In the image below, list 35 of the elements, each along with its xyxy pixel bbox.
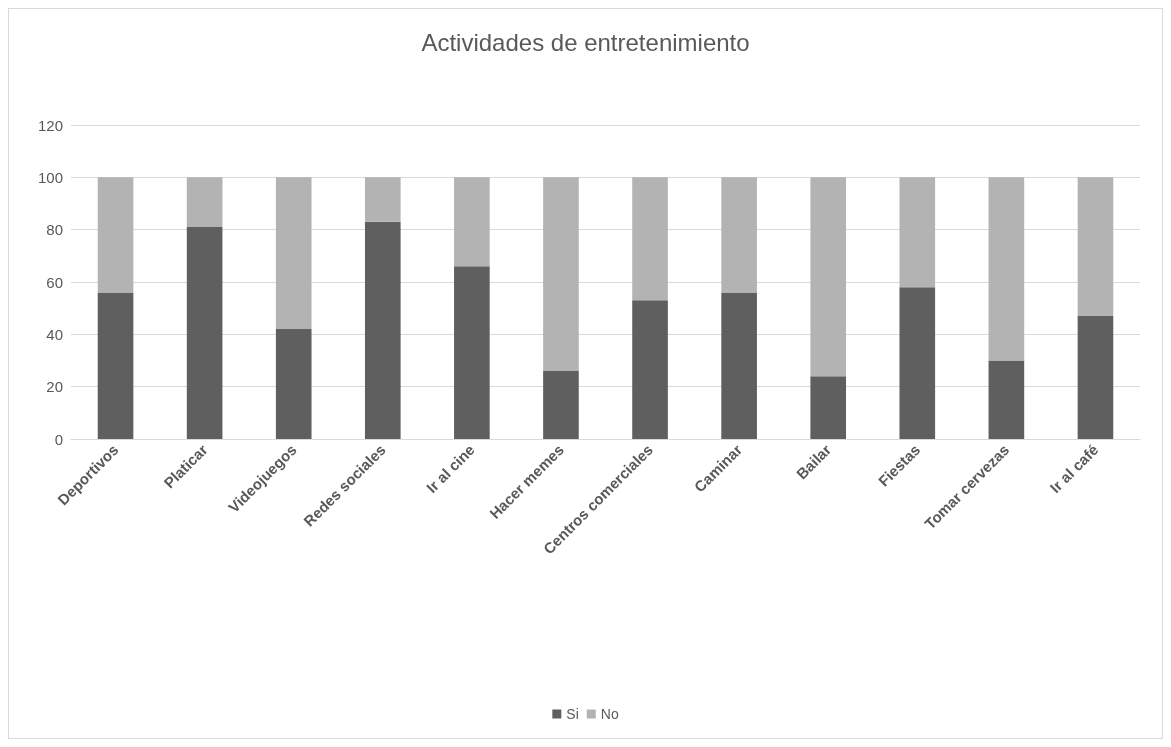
bar: [721, 177, 757, 293]
bar: [275, 329, 312, 439]
bar: [364, 177, 401, 222]
bar: [543, 177, 579, 371]
bar: [454, 266, 490, 439]
y-tick-label: 120: [37, 116, 63, 134]
bar: [988, 177, 1025, 361]
y-tick-label: 100: [37, 168, 63, 186]
bar: [1077, 316, 1114, 439]
bar: [899, 287, 936, 439]
bar: [97, 177, 134, 293]
bar: [721, 292, 757, 439]
bar: [275, 177, 312, 330]
y-tick-label: 20: [46, 378, 63, 396]
bar: [186, 227, 223, 439]
y-tick-label: 40: [46, 325, 63, 343]
bar: [899, 177, 936, 288]
legend-label: No: [600, 706, 619, 722]
legend-label: Si: [566, 706, 579, 722]
x-tick-label: Ir al cine: [422, 440, 478, 497]
bar: [632, 177, 668, 301]
bar: [364, 221, 401, 439]
bar: [97, 292, 134, 439]
bar: [1077, 177, 1114, 317]
bar: [810, 376, 847, 439]
y-tick-label: 0: [54, 430, 63, 448]
bar: [810, 177, 847, 377]
bar: [632, 300, 668, 439]
chart-title: Actividades de entretenimiento: [421, 28, 750, 56]
y-tick-label: 60: [46, 273, 63, 291]
bar: [454, 177, 490, 267]
bar: [988, 360, 1025, 439]
bar: [543, 370, 579, 439]
bar: [186, 177, 223, 228]
y-tick-label: 80: [46, 221, 63, 239]
